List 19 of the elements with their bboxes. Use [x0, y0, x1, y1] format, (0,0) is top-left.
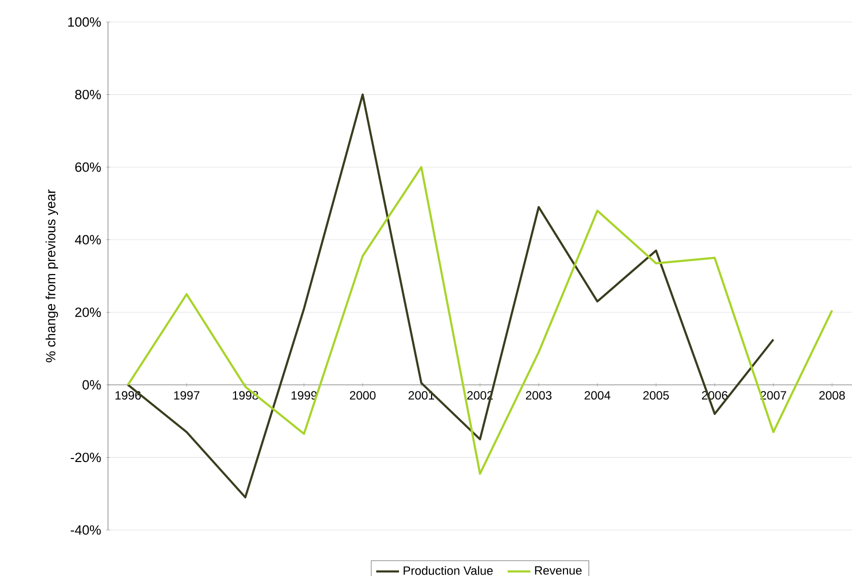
x-tick-label: 2004 — [584, 391, 610, 400]
x-tick-label: 2001 — [408, 391, 434, 400]
x-tick-label: 2005 — [643, 391, 669, 400]
y-tick-label: 40% — [74, 235, 101, 244]
y-tick-label: 0% — [82, 380, 101, 390]
y-axis-title: % change from previous year — [46, 190, 58, 362]
y-tick-label: 60% — [75, 162, 101, 172]
legend-label: Revenue — [535, 566, 582, 575]
legend-label: Production Value — [404, 566, 493, 575]
y-tick-label: 100% — [68, 17, 101, 27]
x-tick-label: 2003 — [526, 391, 552, 400]
x-tick-label: 1997 — [174, 391, 200, 400]
x-tick-label: 2000 — [350, 391, 376, 400]
x-tick-label: 1996 — [116, 391, 141, 400]
y-tick-label: 20% — [75, 308, 101, 317]
x-tick-label: 2008 — [819, 391, 845, 400]
y-tick-label: -20% — [70, 452, 101, 462]
y-tick-label: 80% — [75, 90, 101, 100]
y-tick-label: -40% — [70, 525, 101, 535]
